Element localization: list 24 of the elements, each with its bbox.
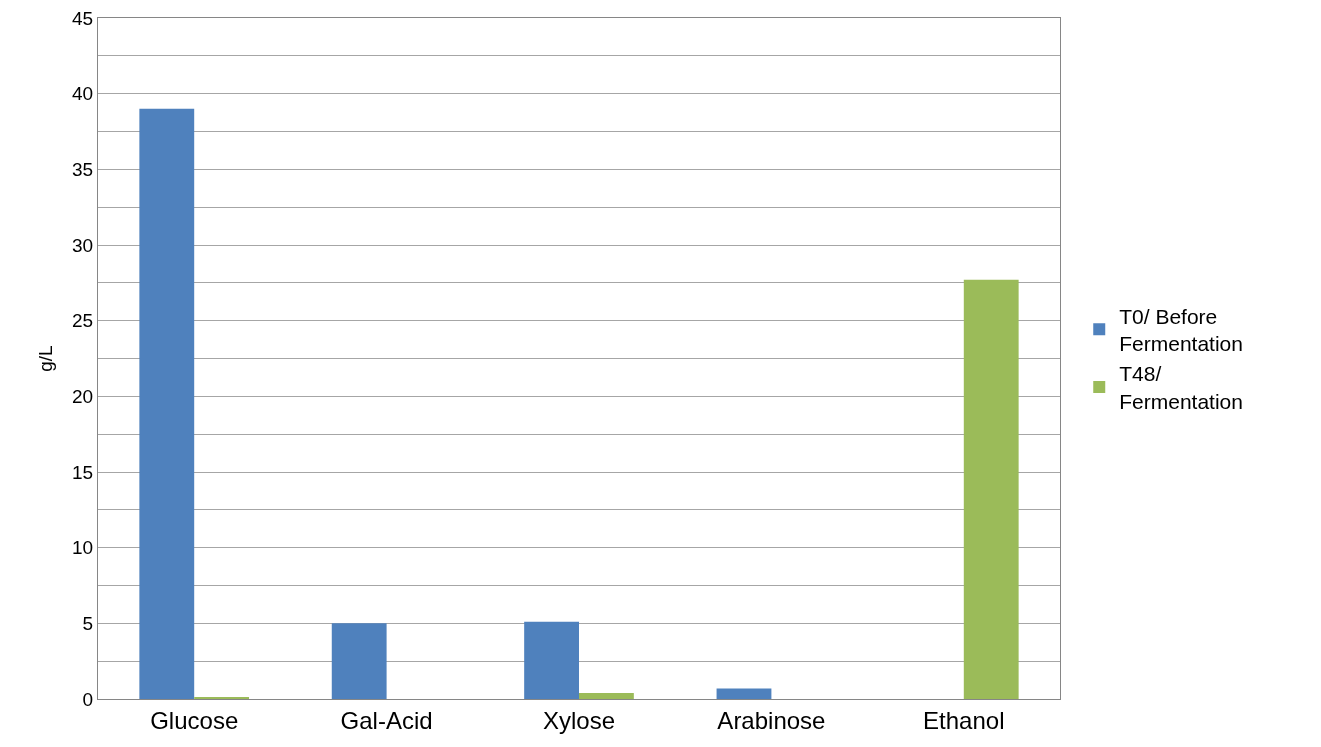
bar: [524, 621, 579, 699]
y-tick-label: 5: [82, 612, 94, 634]
bar: [716, 688, 772, 699]
x-tick-label: Glucose: [150, 706, 239, 734]
bar: [331, 623, 387, 699]
y-tick-label: 20: [72, 385, 94, 407]
y-tick-label: 15: [72, 461, 94, 483]
x-tick-label: Xylose: [542, 706, 616, 734]
y-axis-title: g/L: [34, 345, 56, 372]
y-tick-label: 10: [72, 537, 94, 559]
y-tick-label: 40: [72, 83, 94, 105]
bar: [963, 279, 1019, 699]
x-tick-label: Arabinose: [717, 706, 826, 734]
y-tick-label: 30: [72, 234, 94, 256]
x-tick-label: Gal-Acid: [340, 706, 433, 734]
x-tick-label: Ethanol: [923, 706, 1005, 734]
y-tick-label: 0: [82, 688, 94, 710]
y-tick-label: 45: [72, 7, 94, 29]
legend-label: T0/ Before Fermentation: [1119, 304, 1243, 356]
y-tick-label: 25: [72, 310, 94, 332]
bar: [139, 108, 195, 699]
y-tick-label: 35: [72, 158, 94, 180]
bar: [579, 692, 634, 699]
legend-label: T48/ Fermentation: [1119, 362, 1243, 413]
